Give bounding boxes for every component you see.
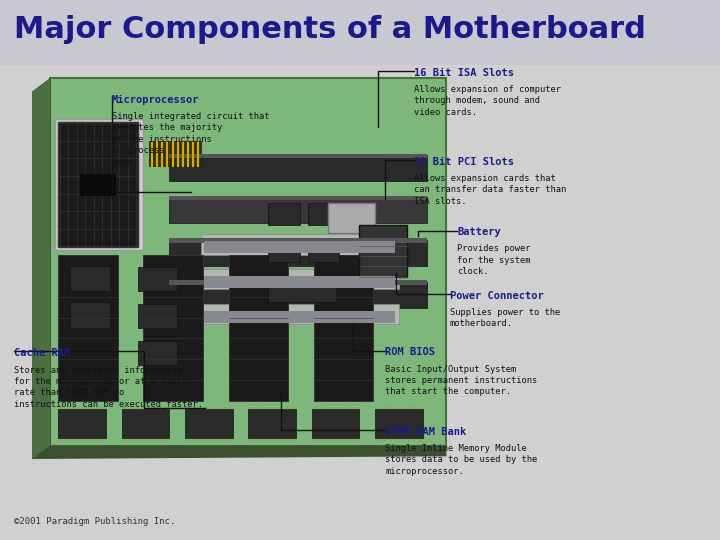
Bar [169,196,426,200]
Bar [169,282,426,308]
Bar [308,240,340,262]
Text: ROM BIOS: ROM BIOS [385,347,435,357]
Text: 32 Bit PCI Slots: 32 Bit PCI Slots [414,157,514,167]
Bar [138,304,177,328]
Bar [328,203,375,233]
Text: 16 Bit ISA Slots: 16 Bit ISA Slots [414,68,514,78]
Bar [80,174,116,195]
Bar [58,123,138,247]
Bar [150,141,201,166]
Text: Supplies power to the
motherboard.: Supplies power to the motherboard. [450,308,560,328]
Bar [138,267,177,291]
Bar [58,409,106,438]
Text: Single integrated circuit that
executes the majority
of the instructions
to proc: Single integrated circuit that executes … [112,112,269,166]
Bar [204,310,395,323]
Bar [201,269,399,289]
Bar [55,119,143,250]
Bar [248,409,296,438]
Bar [204,276,395,288]
Bar [204,241,395,253]
Bar [308,203,340,225]
Bar [268,276,300,299]
Bar [0,0,720,65]
Bar [58,254,118,401]
Text: Power Connector: Power Connector [450,291,544,301]
Text: Allows expansion of computer
through modem, sound and
video cards.: Allows expansion of computer through mod… [414,85,561,117]
Bar [312,409,359,438]
Bar [169,156,426,181]
Bar [143,254,203,401]
Text: Microprocessor: Microprocessor [112,94,199,105]
Text: ©2001 Paradigm Publishing Inc.: ©2001 Paradigm Publishing Inc. [14,517,176,526]
Bar [268,240,300,262]
Bar [375,409,423,438]
Text: Basic Input/Output System
stores permanent instructions
that start the computer.: Basic Input/Output System stores permane… [385,364,537,396]
Polygon shape [32,446,446,459]
Bar [169,238,426,242]
Text: Major Components of a Motherboard: Major Components of a Motherboard [14,15,647,44]
Text: Allows expansion cards that
can transfer data faster than
ISA slots.: Allows expansion cards that can transfer… [414,174,566,206]
Bar [169,280,426,285]
Bar [169,154,426,158]
Bar [359,225,407,276]
Bar [314,254,373,401]
Text: Provides power
for the system
clock.: Provides power for the system clock. [457,244,531,276]
Polygon shape [32,78,50,459]
Bar [71,302,110,328]
Bar [185,409,233,438]
Bar [201,304,399,325]
Bar [169,198,426,224]
Bar [268,280,336,302]
Bar [122,409,169,438]
Text: SIMM RAM Bank: SIMM RAM Bank [385,427,467,437]
Polygon shape [50,78,446,446]
Text: Battery: Battery [457,227,501,237]
Bar [169,240,426,266]
Text: Cache RAM: Cache RAM [14,348,71,359]
Text: Stores and retrieves information
for the microprocessor at a faster
rate than SI: Stores and retrieves information for the… [14,366,204,409]
Bar [229,254,288,401]
Text: Single Inline Memory Module
stores data to be used by the
microprocessor.: Single Inline Memory Module stores data … [385,444,537,476]
Bar [71,266,110,291]
Bar [201,234,399,254]
Bar [138,341,177,364]
Bar [268,203,300,225]
